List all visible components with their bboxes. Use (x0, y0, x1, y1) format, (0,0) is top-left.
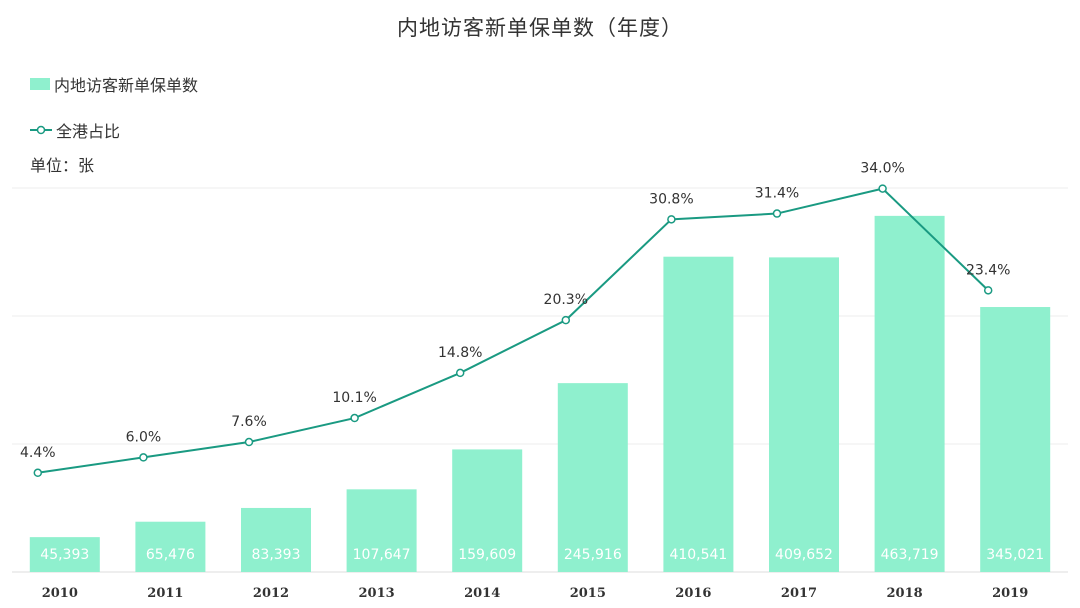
bar-2014[interactable] (452, 449, 523, 572)
x-tick-label: 2013 (359, 586, 395, 601)
x-tick-label: 2017 (781, 586, 817, 601)
line-value-label: 31.4% (755, 186, 799, 202)
line-value-label: 10.1% (332, 390, 376, 406)
line-value-label: 23.4% (966, 262, 1010, 278)
legend-item-bar[interactable]: 内地访客新单保单数 (30, 72, 198, 96)
bar-2013[interactable] (346, 489, 417, 572)
x-tick-label: 2010 (42, 586, 78, 601)
line-value-label: 14.8% (438, 345, 482, 361)
bar-2017[interactable] (769, 257, 839, 572)
line-value-label: 7.6% (231, 414, 267, 430)
bar-value-label: 45,393 (40, 547, 89, 563)
x-tick-label: 2015 (570, 586, 606, 601)
line-value-label: 6.0% (126, 429, 162, 445)
line-point-2012[interactable] (244, 437, 254, 447)
line-point-2016[interactable] (667, 215, 676, 224)
line-value-label: 34.0% (860, 161, 904, 177)
bar-2011[interactable] (135, 521, 206, 572)
bar-value-label: 409,652 (775, 547, 833, 563)
legend-line-label: 全港占比 (56, 122, 121, 141)
line-value-label: 4.4% (20, 445, 56, 461)
legend-bar-swatch (30, 78, 50, 90)
line-value-label: 30.8% (649, 191, 693, 207)
x-tick-label: 2012 (253, 586, 289, 601)
bar-2015[interactable] (557, 383, 628, 572)
x-tick-label: 2011 (147, 586, 183, 601)
bar-value-label: 107,647 (353, 547, 411, 563)
legend-item-line[interactable]: 全港占比 (30, 118, 120, 142)
bar-2019[interactable] (980, 307, 1051, 572)
bar-2010[interactable] (29, 537, 100, 572)
bar-value-label: 345,021 (986, 547, 1044, 563)
unit-label: 单位：张 (30, 156, 95, 175)
x-tick-label: 2016 (675, 586, 711, 601)
line-point-2015[interactable] (561, 315, 571, 325)
bar-2012[interactable] (241, 507, 311, 572)
line-point-2014[interactable] (455, 368, 465, 378)
bar-value-label: 65,476 (146, 547, 195, 563)
line-point-2011[interactable] (139, 453, 148, 462)
bar-value-label: 463,719 (881, 547, 939, 563)
bar-value-label: 159,609 (458, 547, 516, 563)
x-axis-ticks: 2010 2011 2012 2013 2014 2015 2016 2017 2018 2019 (42, 586, 1029, 601)
x-tick-label: 2019 (992, 586, 1028, 601)
legend-line-icon (30, 125, 52, 135)
bar-value-label: 245,916 (564, 547, 622, 563)
bar-value-label: 410,541 (669, 547, 727, 563)
bar-2018[interactable] (874, 215, 945, 572)
line-point-2010[interactable] (33, 468, 43, 478)
bar-2016[interactable] (663, 256, 734, 572)
line-point-2017[interactable] (772, 209, 782, 218)
line-path (37, 187, 989, 474)
x-tick-label: 2014 (464, 586, 500, 601)
line-series: 4.4% 6.0% 7.6% 10.1% 14.8% 20.3% 30.8% 31.4% 34.… (20, 161, 1010, 478)
line-point-2019[interactable] (983, 286, 993, 295)
line-value-label: 20.3% (544, 292, 588, 308)
line-point-2013[interactable] (350, 413, 359, 423)
bar-series: 45,393 65,476 83,393 107,647 159,609 245,916 4… (29, 215, 1051, 572)
bar-value-label: 83,393 (252, 547, 301, 563)
legend-bar-label: 内地访客新单保单数 (54, 76, 199, 95)
chart-title: 内地访客新单保单数（年度） (397, 16, 683, 40)
x-tick-label: 2018 (887, 586, 923, 601)
line-point-2018[interactable] (878, 184, 887, 193)
